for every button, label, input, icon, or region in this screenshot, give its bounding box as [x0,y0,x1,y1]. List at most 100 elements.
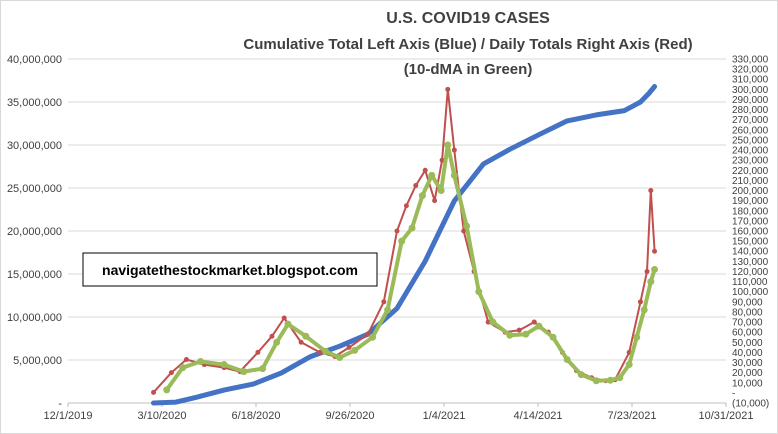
daily-point [652,248,658,254]
ma-point [351,346,359,354]
ma-point [273,338,281,346]
chart-subtitle-2: (10-dMA in Green) [404,61,533,78]
daily-point [394,228,400,234]
y-tick-label: 35,000,000 [7,97,62,109]
y2-tick-label: 280,000 [732,105,769,116]
y2-tick-label: 320,000 [732,65,769,76]
x-tick-label: 12/1/2019 [44,410,93,422]
ma-point [489,318,497,326]
ma-point [284,320,292,328]
ma-point [606,376,614,384]
ma-point [506,331,514,339]
y2-tick-label: 250,000 [732,135,769,146]
y2-tick-label: 90,000 [732,297,763,308]
series-line-cumulative [151,84,658,406]
ma-point [563,355,571,363]
y-tick-label: 30,000,000 [7,140,62,152]
y2-tick-label: 150,000 [732,237,769,248]
ma-point [437,187,445,195]
daily-point [422,167,428,173]
ma-point [444,141,452,149]
annotation-box [82,252,378,287]
ma-point [450,171,458,179]
y2-tick-label: 20,000 [732,368,763,379]
ma-point [625,361,633,369]
y2-tick-label: (10,000) [732,399,769,410]
daily-point [432,198,438,204]
ma-point [408,224,416,232]
y2-tick-label: 200,000 [732,186,769,197]
y2-tick-label: 30,000 [732,358,763,369]
y2-tick-label: 60,000 [732,328,763,339]
y2-tick-label: 100,000 [732,287,769,298]
y2-tick-label: 140,000 [732,247,769,258]
daily-point [151,389,157,395]
ma-point [336,353,344,361]
ma-point [549,333,557,341]
x-tick-label: 3/10/2020 [138,410,187,422]
y2-tick-label: 290,000 [732,95,769,106]
ma-point [633,333,641,341]
ma-point [240,368,248,376]
y2-tick-label: 330,000 [732,55,769,66]
ma-point [322,347,330,355]
y-tick-label: 15,000,000 [7,269,62,281]
x-tick-label: 4/14/2021 [514,410,563,422]
y-tick-label: 5,000,000 [13,355,62,367]
ma-point [463,222,471,230]
y2-tick-label: 230,000 [732,156,769,167]
x-tick-label: 10/31/2021 [698,410,753,422]
y2-tick-label: 160,000 [732,227,769,238]
ma-point [179,364,187,372]
ma-point [398,237,406,245]
y2-tick-label: 170,000 [732,216,769,227]
y2-tick-label: 180,000 [732,206,769,217]
ma-point [428,171,436,179]
y2-tick-label: 270,000 [732,115,769,126]
daily-point [281,315,287,321]
y2-tick-label: 80,000 [732,307,763,318]
y2-tick-label: 240,000 [732,146,769,157]
ma-point [592,377,600,385]
y2-tick-label: 300,000 [732,85,769,96]
daily-point [269,333,275,339]
y-tick-label: 25,000,000 [7,183,62,195]
daily-point [485,319,491,325]
ma-point [651,265,659,273]
ma-point [475,288,483,296]
ma-point [647,278,655,286]
daily-point [413,182,419,188]
y-tick-label: - [58,398,62,410]
daily-point [298,339,304,345]
y-tick-label: 10,000,000 [7,312,62,324]
ma-point [163,386,171,394]
daily-point [637,299,643,305]
ma-point [522,330,530,338]
y2-tick-label: 260,000 [732,125,769,136]
ma-point [535,322,543,330]
daily-point [317,349,323,355]
daily-point [255,349,261,355]
daily-point [403,203,409,209]
annotation-text: navigatethestockmarket.blogspot.com [102,262,358,278]
ma-point [418,192,426,200]
y2-tick-label: - [732,388,735,399]
x-tick-label: 1/4/2021 [423,410,466,422]
daily-point [516,327,522,333]
y2-tick-label: 40,000 [732,348,763,359]
daily-point [365,331,371,337]
daily-point [183,356,189,362]
daily-point [531,319,537,325]
y2-tick-label: 130,000 [732,257,769,268]
daily-point [644,268,650,274]
ma-point [640,306,648,314]
ma-point [577,371,585,379]
chart-title: U.S. COVID19 CASES [386,10,550,27]
y2-tick-label: 50,000 [732,338,763,349]
y2-tick-label: 120,000 [732,267,769,278]
daily-point [451,147,457,153]
ma-point [197,358,205,366]
ma-point [220,361,228,369]
ma-point [616,374,624,382]
